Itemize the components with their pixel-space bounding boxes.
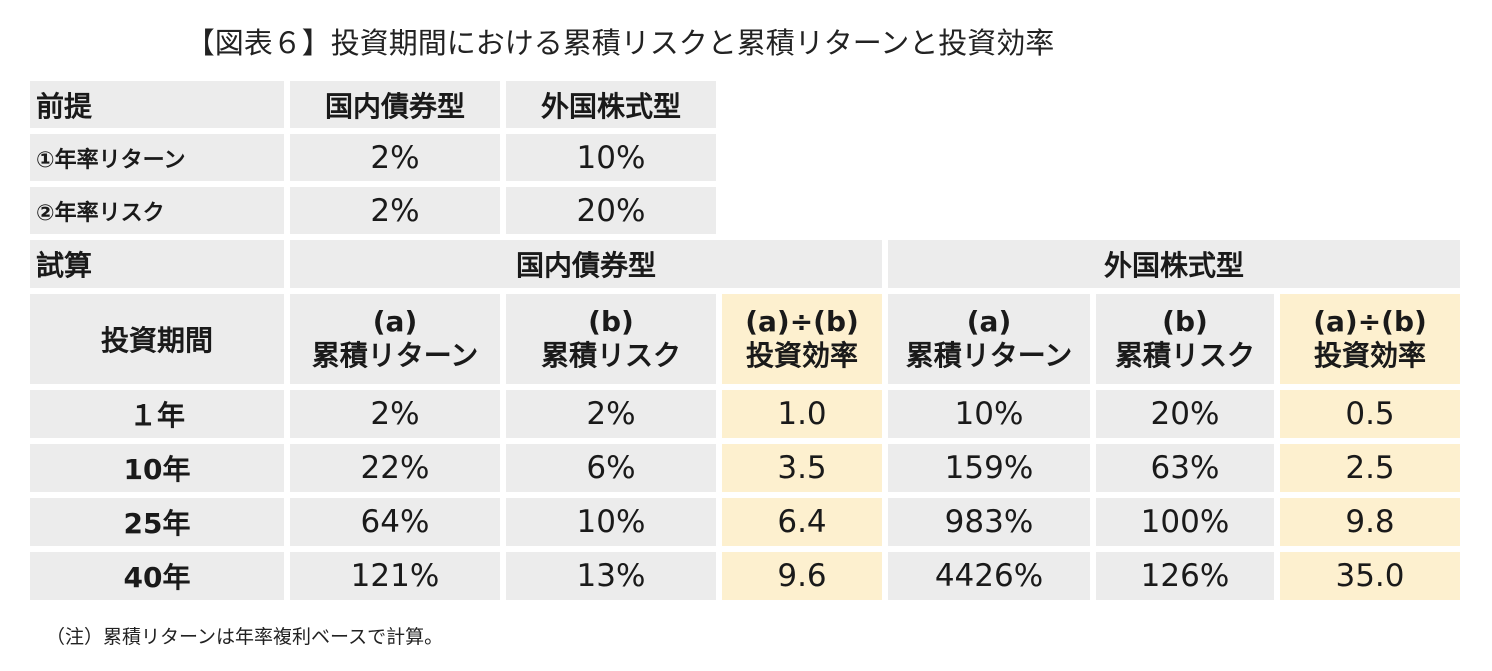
- bond-risk-cell: 10%: [506, 498, 716, 546]
- bond-efficiency-header: (a)÷(b) 投資効率: [722, 294, 882, 384]
- stock-return-header: (a) 累積リターン: [888, 294, 1090, 384]
- header-line: (a): [372, 304, 418, 338]
- bond-risk-cell: 6%: [506, 444, 716, 492]
- bond-return-cell: 22%: [290, 444, 500, 492]
- bond-efficiency-cell: 1.0: [722, 390, 882, 438]
- bond-risk-cell: 13%: [506, 552, 716, 600]
- stock-efficiency-cell: 2.5: [1280, 444, 1460, 492]
- premise-bond-value: 2%: [290, 187, 500, 234]
- footnote: （注）累積リターンは年率複利ベースで計算。: [46, 626, 444, 648]
- stock-efficiency-cell: 0.5: [1280, 390, 1460, 438]
- premise-col-bond: 国内債券型: [290, 81, 500, 128]
- stock-return-cell: 4426%: [888, 552, 1090, 600]
- header-line: 投資効率: [745, 339, 858, 372]
- stock-return-cell: 983%: [888, 498, 1090, 546]
- header-line: (a): [966, 304, 1012, 338]
- period-cell: 10年: [30, 444, 284, 492]
- bond-return-cell: 64%: [290, 498, 500, 546]
- header-line: 累積リスク: [1114, 339, 1255, 372]
- premise-label: 前提: [30, 81, 284, 128]
- stock-risk-cell: 100%: [1096, 498, 1274, 546]
- bond-risk-header: (b) 累積リスク: [506, 294, 716, 384]
- bond-efficiency-cell: 6.4: [722, 498, 882, 546]
- header-line: 累積リターン: [905, 339, 1073, 372]
- stock-risk-cell: 63%: [1096, 444, 1274, 492]
- period-cell: 40年: [30, 552, 284, 600]
- header-line: (a)÷(b): [745, 304, 859, 338]
- premise-row-label: ②年率リスク: [30, 187, 284, 234]
- bond-return-cell: 2%: [290, 390, 500, 438]
- figure-title: 【図表６】投資期間における累積リスクと累積リターンと投資効率: [185, 26, 1055, 60]
- header-line: (b): [588, 304, 634, 338]
- header-line: (a)÷(b): [1313, 304, 1427, 338]
- header-line: 累積リスク: [540, 339, 681, 372]
- premise-stock-value: 10%: [506, 134, 716, 181]
- stock-risk-cell: 20%: [1096, 390, 1274, 438]
- premise-stock-value: 20%: [506, 187, 716, 234]
- calc-group-bond: 国内債券型: [290, 240, 882, 288]
- stock-efficiency-cell: 35.0: [1280, 552, 1460, 600]
- premise-row-label: ①年率リターン: [30, 134, 284, 181]
- bond-efficiency-cell: 9.6: [722, 552, 882, 600]
- bond-return-header: (a) 累積リターン: [290, 294, 500, 384]
- stock-return-cell: 10%: [888, 390, 1090, 438]
- stock-risk-header: (b) 累積リスク: [1096, 294, 1274, 384]
- bond-return-cell: 121%: [290, 552, 500, 600]
- stock-risk-cell: 126%: [1096, 552, 1274, 600]
- bond-risk-cell: 2%: [506, 390, 716, 438]
- calc-label: 試算: [30, 240, 284, 288]
- period-cell: １年: [30, 390, 284, 438]
- bond-efficiency-cell: 3.5: [722, 444, 882, 492]
- header-line: 投資効率: [1313, 339, 1426, 372]
- calc-group-stock: 外国株式型: [888, 240, 1460, 288]
- header-line: (b): [1162, 304, 1208, 338]
- header-line: 累積リターン: [311, 339, 479, 372]
- premise-bond-value: 2%: [290, 134, 500, 181]
- period-cell: 25年: [30, 498, 284, 546]
- stock-return-cell: 159%: [888, 444, 1090, 492]
- premise-col-stock: 外国株式型: [506, 81, 716, 128]
- period-header: 投資期間: [30, 294, 284, 384]
- stock-efficiency-header: (a)÷(b) 投資効率: [1280, 294, 1460, 384]
- stock-efficiency-cell: 9.8: [1280, 498, 1460, 546]
